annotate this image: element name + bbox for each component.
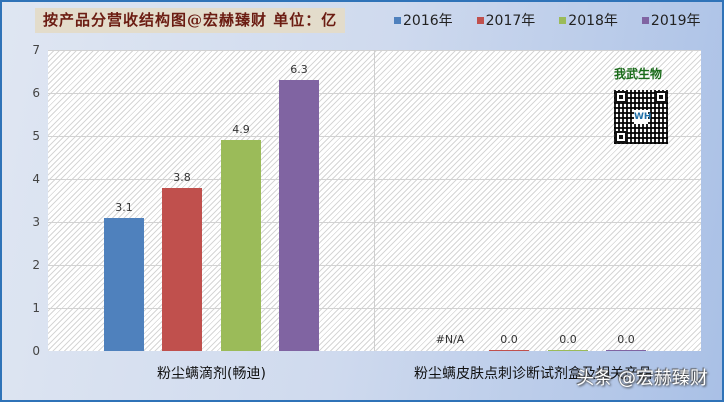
qr-caption: 我武生物 — [614, 67, 663, 81]
data-label: 6.3 — [290, 63, 308, 76]
y-tick: 3 — [32, 215, 40, 229]
y-tick: 5 — [32, 129, 40, 143]
bar-2016-cat0 — [104, 218, 144, 351]
qr-code-icon: WH — [614, 90, 668, 144]
category-label: 粉尘螨皮肤点刺诊断试剂盒及相关产品 — [414, 366, 652, 382]
y-tick: 2 — [32, 258, 40, 272]
y-tick: 4 — [32, 172, 40, 186]
data-label: 0.0 — [617, 333, 635, 346]
legend-swatch-icon — [641, 16, 649, 24]
bar-2019-cat0 — [279, 80, 319, 351]
data-label: 3.8 — [173, 171, 191, 184]
legend-swatch-icon — [476, 16, 484, 24]
bar-2019-cat1 — [606, 350, 646, 351]
legend-item-2017: 2017年 — [476, 10, 535, 30]
legend-item-2016: 2016年 — [394, 10, 453, 30]
y-tick: 6 — [32, 86, 40, 100]
qr-finder-icon — [615, 131, 627, 143]
qr-logo-icon: WH — [634, 110, 652, 124]
data-label: 4.9 — [232, 123, 250, 136]
category-divider — [374, 50, 375, 351]
legend: 2016年 2017年 2018年 2019年 — [394, 10, 701, 30]
chart-title: 按产品分营收结构图@宏赫臻财 单位：亿 — [35, 8, 346, 33]
data-label: 0.0 — [500, 333, 518, 346]
data-label: 0.0 — [559, 333, 577, 346]
bar-2017-cat1 — [489, 350, 529, 351]
y-tick: 1 — [32, 301, 40, 315]
qr-finder-icon — [615, 91, 627, 103]
qr-finder-icon — [655, 91, 667, 103]
legend-item-2018: 2018年 — [559, 10, 618, 30]
y-tick: 7 — [32, 43, 40, 57]
legend-swatch-icon — [394, 16, 401, 24]
bar-2017-cat0 — [162, 188, 202, 351]
plot-area: 3.1 3.8 4.9 6.3 #N/A 0.0 0.0 0.0 — [48, 50, 701, 351]
bar-2018-cat1 — [548, 350, 588, 351]
category-label: 粉尘螨滴剂(畅迪) — [157, 366, 266, 382]
data-label: #N/A — [435, 333, 465, 346]
legend-swatch-icon — [559, 16, 567, 24]
data-label: 3.1 — [115, 201, 133, 214]
y-tick: 0 — [32, 344, 40, 358]
watermark: 头条 @宏赫臻财 — [576, 368, 708, 389]
legend-item-2019: 2019年 — [641, 10, 701, 30]
bar-2018-cat0 — [221, 140, 261, 351]
